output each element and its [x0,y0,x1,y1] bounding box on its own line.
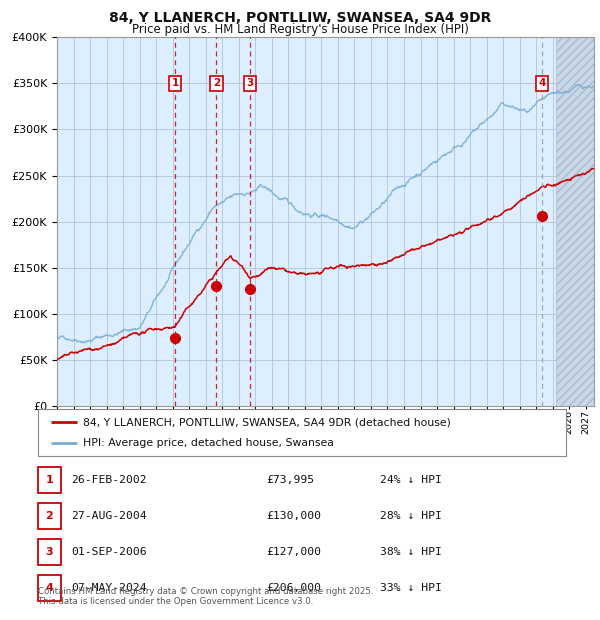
Text: £127,000: £127,000 [266,547,321,557]
Text: £73,995: £73,995 [266,475,314,485]
Text: £206,000: £206,000 [266,583,321,593]
Text: Contains HM Land Registry data © Crown copyright and database right 2025.
This d: Contains HM Land Registry data © Crown c… [38,587,373,606]
Text: 27-AUG-2004: 27-AUG-2004 [71,511,146,521]
Text: 38% ↓ HPI: 38% ↓ HPI [380,547,442,557]
Text: Price paid vs. HM Land Registry's House Price Index (HPI): Price paid vs. HM Land Registry's House … [131,23,469,36]
Text: 01-SEP-2006: 01-SEP-2006 [71,547,146,557]
Text: 2: 2 [46,511,53,521]
Text: 3: 3 [46,547,53,557]
Text: 24% ↓ HPI: 24% ↓ HPI [380,475,442,485]
Text: 84, Y LLANERCH, PONTLLIW, SWANSEA, SA4 9DR (detached house): 84, Y LLANERCH, PONTLLIW, SWANSEA, SA4 9… [83,417,451,427]
Text: 4: 4 [45,583,53,593]
Text: 28% ↓ HPI: 28% ↓ HPI [380,511,442,521]
Text: 1: 1 [46,475,53,485]
Text: 33% ↓ HPI: 33% ↓ HPI [380,583,442,593]
Bar [556,37,594,406]
Text: HPI: Average price, detached house, Swansea: HPI: Average price, detached house, Swan… [83,438,334,448]
FancyBboxPatch shape [38,409,566,456]
Text: 4: 4 [538,78,545,88]
Text: 07-MAY-2024: 07-MAY-2024 [71,583,146,593]
Text: 3: 3 [246,78,253,88]
Text: 26-FEB-2002: 26-FEB-2002 [71,475,146,485]
Text: £130,000: £130,000 [266,511,321,521]
Text: 2: 2 [213,78,220,88]
Text: 84, Y LLANERCH, PONTLLIW, SWANSEA, SA4 9DR: 84, Y LLANERCH, PONTLLIW, SWANSEA, SA4 9… [109,11,491,25]
Text: 1: 1 [172,78,179,88]
